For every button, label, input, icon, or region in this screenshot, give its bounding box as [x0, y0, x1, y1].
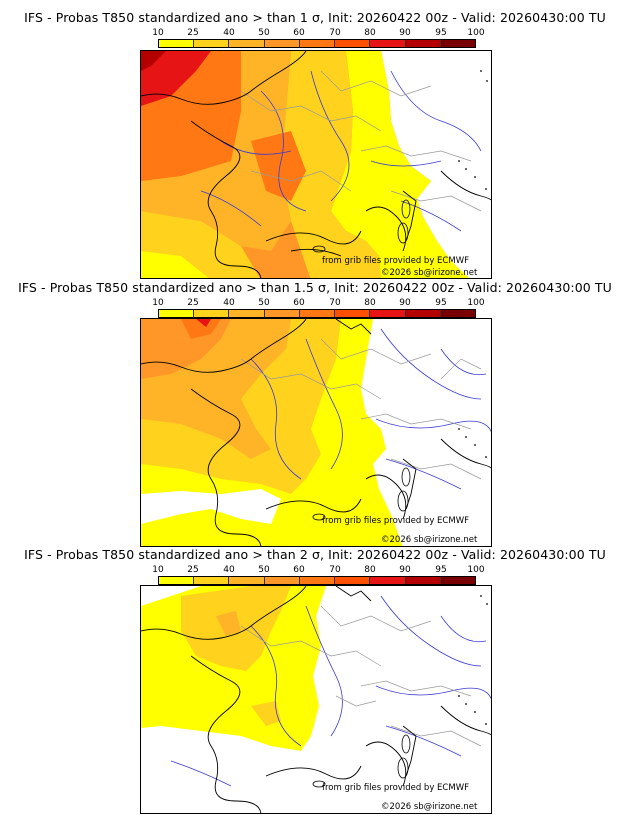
colorbar-swatch	[370, 40, 406, 47]
credit-copyright: ©2026 sb@irizone.net	[381, 268, 478, 278]
colorbar-swatch	[194, 577, 230, 584]
colorbar-tick: 50	[258, 565, 270, 575]
colorbar-tick: 50	[258, 298, 270, 308]
colorbar-swatch	[335, 40, 371, 47]
panel-title: IFS - Probas T850 standardized ano > tha…	[18, 280, 612, 295]
colorbar-swatch	[264, 310, 300, 317]
colorbar-swatch	[299, 40, 336, 47]
colorbar-tick: 100	[467, 28, 485, 38]
colorbar-tick: 10	[152, 298, 164, 308]
credit-grib: from grib files provided by ECMWF	[322, 256, 469, 266]
colorbar-swatch	[405, 577, 441, 584]
colorbar-tick: 95	[435, 298, 447, 308]
colorbar-tick: 40	[223, 298, 235, 308]
colorbar-tick: 70	[329, 565, 341, 575]
colorbar-swatch	[299, 310, 336, 317]
colorbar-tick: 25	[187, 298, 199, 308]
colorbar	[158, 39, 476, 48]
colorbar-tick: 90	[399, 565, 411, 575]
colorbar-swatch	[229, 577, 265, 584]
colorbar-swatch	[194, 310, 230, 317]
colorbar-swatch	[335, 577, 371, 584]
colorbar-swatch	[370, 310, 406, 317]
colorbar-labels: 10 25 40 50 60 70 80 90 95 100	[152, 28, 484, 39]
colorbar-tick: 80	[364, 298, 376, 308]
colorbar-tick: 40	[223, 565, 235, 575]
colorbar-labels: 10 25 40 50 60 70 80 90 95 100	[152, 298, 484, 309]
colorbar-tick: 80	[364, 565, 376, 575]
colorbar-tick: 100	[467, 298, 485, 308]
map-svg	[141, 586, 491, 813]
colorbar	[158, 309, 476, 318]
colorbar-swatch	[335, 310, 371, 317]
colorbar-swatch	[159, 310, 195, 317]
colorbar-tick: 70	[329, 28, 341, 38]
colorbar	[158, 576, 476, 585]
colorbar-swatch	[264, 40, 300, 47]
colorbar-tick: 60	[293, 565, 305, 575]
colorbar-swatch	[440, 40, 475, 47]
colorbar-swatch	[229, 310, 265, 317]
map-svg	[141, 319, 491, 546]
colorbar-tick: 50	[258, 28, 270, 38]
colorbar-swatch	[299, 577, 336, 584]
colorbar-tick: 60	[293, 28, 305, 38]
colorbar-tick: 95	[435, 565, 447, 575]
colorbar-swatch	[405, 310, 441, 317]
colorbar-swatch	[229, 40, 265, 47]
map-panel-1-5sigma: IFS - Probas T850 standardized ano > tha…	[0, 280, 630, 556]
colorbar-swatch	[440, 310, 475, 317]
colorbar-tick: 25	[187, 565, 199, 575]
colorbar-swatch	[370, 577, 406, 584]
colorbar-tick: 40	[223, 28, 235, 38]
colorbar-swatch	[159, 577, 195, 584]
credit-grib: from grib files provided by ECMWF	[322, 783, 469, 793]
map-area: from grib files provided by ECMWF ©2026 …	[140, 50, 492, 279]
credit-copyright: ©2026 sb@irizone.net	[381, 535, 478, 545]
colorbar-tick: 10	[152, 28, 164, 38]
colorbar-tick: 95	[435, 28, 447, 38]
map-svg	[141, 51, 491, 278]
colorbar-tick: 90	[399, 298, 411, 308]
colorbar-tick: 90	[399, 28, 411, 38]
colorbar-tick: 80	[364, 28, 376, 38]
colorbar-tick: 60	[293, 298, 305, 308]
map-panel-2sigma: IFS - Probas T850 standardized ano > tha…	[0, 547, 630, 823]
colorbar-swatch	[194, 40, 230, 47]
colorbar-swatch	[405, 40, 441, 47]
credit-grib: from grib files provided by ECMWF	[322, 516, 469, 526]
map-area: from grib files provided by ECMWF ©2026 …	[140, 585, 492, 814]
colorbar-labels: 10 25 40 50 60 70 80 90 95 100	[152, 565, 484, 576]
colorbar-tick: 25	[187, 28, 199, 38]
map-panel-1sigma: IFS - Probas T850 standardized ano > tha…	[0, 10, 630, 286]
colorbar-swatch	[440, 577, 475, 584]
colorbar-tick: 100	[467, 565, 485, 575]
colorbar-swatch	[264, 577, 300, 584]
panel-title: IFS - Probas T850 standardized ano > tha…	[24, 547, 606, 562]
colorbar-swatch	[159, 40, 195, 47]
credit-copyright: ©2026 sb@irizone.net	[381, 802, 478, 812]
map-area: from grib files provided by ECMWF ©2026 …	[140, 318, 492, 547]
panel-title: IFS - Probas T850 standardized ano > tha…	[24, 10, 606, 25]
colorbar-tick: 70	[329, 298, 341, 308]
colorbar-tick: 10	[152, 565, 164, 575]
